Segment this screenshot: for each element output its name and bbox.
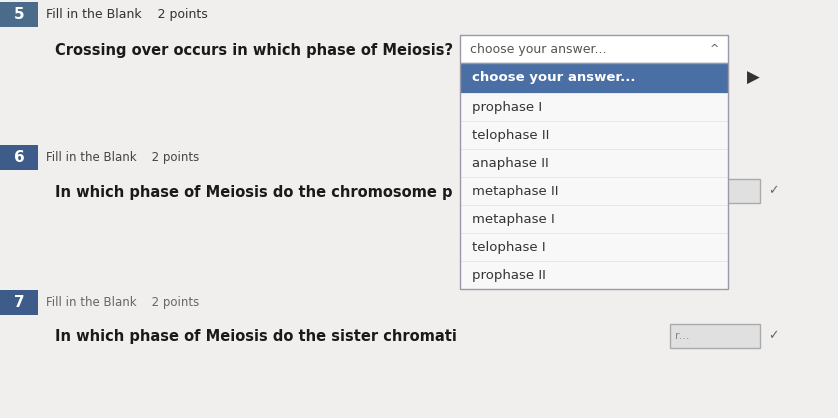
Text: choose your answer...: choose your answer...: [470, 43, 607, 56]
FancyBboxPatch shape: [0, 145, 38, 170]
Text: 5: 5: [13, 7, 24, 22]
FancyBboxPatch shape: [460, 205, 728, 233]
Text: prophase I: prophase I: [472, 100, 542, 114]
FancyBboxPatch shape: [460, 35, 728, 63]
FancyBboxPatch shape: [460, 93, 728, 121]
FancyBboxPatch shape: [0, 290, 38, 315]
FancyBboxPatch shape: [460, 63, 728, 93]
Text: metaphase I: metaphase I: [472, 212, 555, 225]
FancyBboxPatch shape: [460, 177, 728, 205]
Text: ✓: ✓: [768, 329, 779, 342]
Text: In which phase of Meiosis do the sister chromati: In which phase of Meiosis do the sister …: [55, 329, 457, 344]
FancyBboxPatch shape: [0, 2, 38, 27]
FancyBboxPatch shape: [460, 121, 728, 149]
Text: Fill in the Blank    2 points: Fill in the Blank 2 points: [46, 296, 199, 309]
Text: Fill in the Blank    2 points: Fill in the Blank 2 points: [46, 151, 199, 164]
Text: ✓: ✓: [768, 184, 779, 197]
FancyBboxPatch shape: [460, 149, 728, 177]
Text: telophase I: telophase I: [472, 240, 546, 253]
Text: ▶: ▶: [747, 69, 759, 87]
FancyBboxPatch shape: [460, 63, 728, 289]
Text: metaphase II: metaphase II: [472, 184, 558, 197]
FancyBboxPatch shape: [670, 179, 760, 203]
Text: prophase II: prophase II: [472, 268, 546, 281]
Text: ^: ^: [709, 44, 719, 54]
Text: telophase II: telophase II: [472, 128, 550, 142]
FancyBboxPatch shape: [670, 324, 760, 348]
Text: Fill in the Blank    2 points: Fill in the Blank 2 points: [46, 8, 208, 21]
Text: anaphase II: anaphase II: [472, 156, 549, 170]
Text: In which phase of Meiosis do the chromosome p: In which phase of Meiosis do the chromos…: [55, 184, 453, 199]
FancyBboxPatch shape: [460, 233, 728, 261]
Text: 6: 6: [13, 150, 24, 165]
Text: r...: r...: [675, 186, 690, 196]
Text: r...: r...: [675, 331, 690, 341]
Text: 7: 7: [13, 295, 24, 310]
Text: Crossing over occurs in which phase of Meiosis?: Crossing over occurs in which phase of M…: [55, 43, 453, 58]
FancyBboxPatch shape: [460, 261, 728, 289]
Text: choose your answer...: choose your answer...: [472, 71, 635, 84]
